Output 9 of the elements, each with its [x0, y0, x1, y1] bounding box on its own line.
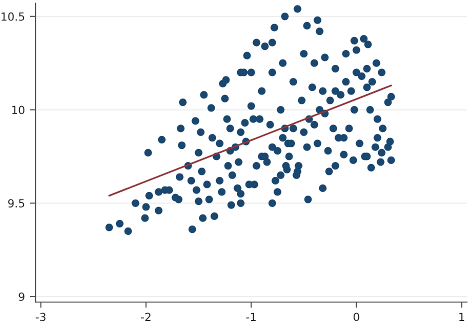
y-tick-label: 10 [12, 106, 24, 114]
x-tick-label: -3 [36, 312, 46, 322]
y-tick-label: 9.5 [8, 199, 24, 208]
y-tick-label: 9 [18, 292, 24, 301]
x-tick-label: -1 [246, 312, 256, 321]
x-tick-label: 0 [354, 312, 360, 322]
x-tick-label: -2 [141, 312, 150, 321]
x-tick-label: 1 [459, 312, 464, 321]
y-tick-label: 10.5 [2, 12, 24, 21]
